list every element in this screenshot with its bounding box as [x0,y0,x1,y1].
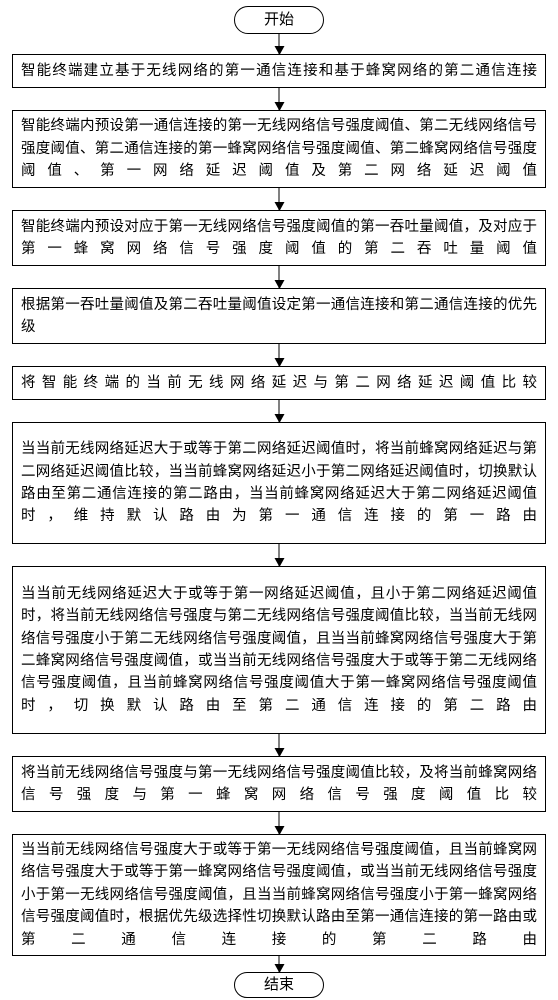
step-7: 当当前无线网络延迟大于或等于第一网络延迟阈值，且小于第二网络延迟阈值时，将当前无… [12,566,546,734]
step-7-text: 当当前无线网络延迟大于或等于第一网络延迟阈值，且小于第二网络延迟阈值时，将当前无… [21,583,537,718]
step-1: 智能终端建立基于无线网络的第一通信连接和基于蜂窝网络的第二通信连接 [12,54,546,88]
step-2: 智能终端内预设第一通信连接的第一无线网络信号强度阈值、第二无线网络信号强度阈值、… [12,110,546,188]
step-8: 将当前无线网络信号强度与第一无线网络信号强度阈值比较，及将当前蜂窝网络信号强度与… [12,756,546,812]
step-3: 智能终端内预设对应于第一无线网络信号强度阈值的第一吞吐量阈值，及对应于第一蜂窝网… [12,210,546,266]
edge-s3-s4 [279,266,280,288]
terminator-end: 结束 [234,972,324,998]
edge-s1-s2 [279,88,280,110]
edge-s8-s9 [279,812,280,834]
edge-s9-end [279,956,280,972]
step-6: 当当前无线网络延迟大于或等于第二网络延迟阈值时，将当前蜂窝网络延迟与第二网络延迟… [12,422,546,544]
step-3-text: 智能终端内预设对应于第一无线网络信号强度阈值的第一吞吐量阈值，及对应于第一蜂窝网… [21,216,537,261]
terminator-start-label: 开始 [264,13,294,28]
edge-s5-s6 [279,400,280,422]
step-8-text: 将当前无线网络信号强度与第一无线网络信号强度阈值比较，及将当前蜂窝网络信号强度与… [21,762,537,807]
edge-s7-s8 [279,734,280,756]
step-5: 将智能终端的当前无线网络延迟与第二网络延迟阈值比较 [12,366,546,400]
step-9: 当当前无线网络信号强度大于或等于第一无线网络信号强度阈值，且当前蜂窝网络信号强度… [12,834,546,956]
flowchart-container: 开始 智能终端建立基于无线网络的第一通信连接和基于蜂窝网络的第二通信连接 智能终… [0,0,558,1000]
terminator-end-label: 结束 [264,978,294,993]
step-4: 根据第一吞吐量阈值及第二吞吐量阈值设定第一通信连接和第二通信连接的优先级 [12,288,546,344]
edge-s4-s5 [279,344,280,366]
step-9-text: 当当前无线网络信号强度大于或等于第一无线网络信号强度阈值，且当前蜂窝网络信号强度… [21,839,537,951]
edge-s6-s7 [279,544,280,566]
step-1-text: 智能终端建立基于无线网络的第一通信连接和基于蜂窝网络的第二通信连接 [21,60,537,82]
step-2-text: 智能终端内预设第一通信连接的第一无线网络信号强度阈值、第二无线网络信号强度阈值、… [21,115,537,182]
step-5-text: 将智能终端的当前无线网络延迟与第二网络延迟阈值比较 [21,372,537,394]
step-6-text: 当当前无线网络延迟大于或等于第二网络延迟阈值时，将当前蜂窝网络延迟与第二网络延迟… [21,438,537,528]
edge-s2-s3 [279,188,280,210]
step-4-text: 根据第一吞吐量阈值及第二吞吐量阈值设定第一通信连接和第二通信连接的优先级 [21,294,537,339]
terminator-start: 开始 [234,6,324,34]
edge-start-s1 [279,34,280,54]
